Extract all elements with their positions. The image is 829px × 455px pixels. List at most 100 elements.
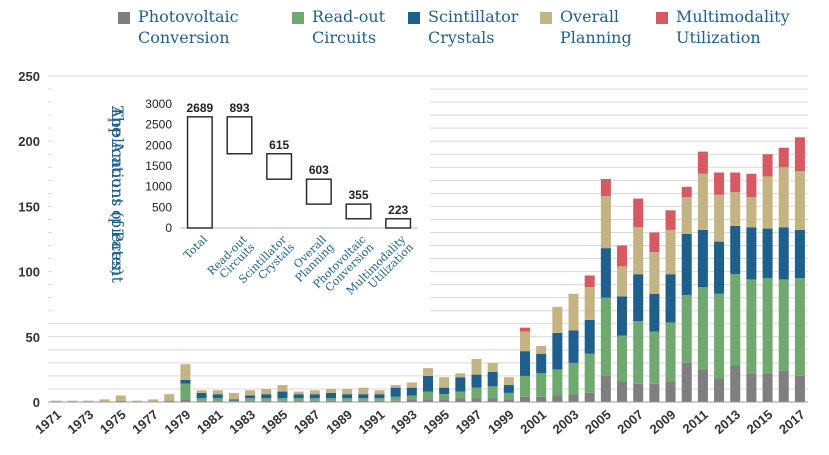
bar-segment [568,394,579,402]
legend-label: Scintillator Crystals [428,7,519,47]
main-gridlines [48,75,808,403]
bar-segment [390,396,401,401]
bar-segment [277,400,288,402]
bar-segment [730,365,741,402]
bar-segment [390,385,401,388]
bar-segment [536,345,547,354]
bar-segment [762,176,773,229]
bar-segment [730,225,741,275]
bar-segment [633,198,644,228]
bar-segment [762,154,773,177]
bar-segment [697,173,708,230]
bar-segment [665,210,676,230]
bar-segment [293,391,304,395]
bar-segment [617,381,628,402]
x-tick-label: 2015 [744,407,776,437]
bar-segment [584,287,595,320]
bar-segment [794,137,805,172]
bar-segment [697,151,708,174]
bar-segment [665,229,676,275]
legend-label: Photovoltaic Conversion [138,7,239,47]
bar-segment [520,375,531,397]
x-tick-label: 1999 [485,407,517,437]
bar-segment [374,398,385,401]
bar-segment [681,362,692,402]
bar-segment [617,335,628,382]
bar-segment [51,400,62,402]
bar-segment [212,394,223,399]
y-tick-label: 0 [33,395,40,410]
bar-segment [503,399,514,402]
inset-bar [345,203,372,220]
bar-segment [196,392,207,399]
bar-segment [293,400,304,402]
legend-item-planning: Overall Planning [540,6,632,48]
bar-segment [778,167,789,228]
bar-segment [180,383,191,400]
bar-segment [325,398,336,401]
bar-segment [714,378,725,402]
legend-item-scintillator: Scintillator Crystals [408,6,518,48]
bar-segment [568,362,579,395]
bar-segment [503,392,514,400]
bar-segment [212,390,223,395]
bar-segment [406,395,417,400]
inset-y-axis-label-line: Applications (pieces) [108,105,127,276]
bar-segment [794,229,805,279]
bar-segment [261,388,272,395]
bar-segment [746,173,757,198]
bar-segment [439,387,450,395]
bar-segment [309,398,320,401]
x-tick-label: 1983 [226,407,258,437]
bar-segment [325,388,336,393]
bar-segment [520,351,531,376]
bar-segment [115,400,126,402]
bar-segment [180,399,191,402]
legend-swatch [408,12,420,24]
bar-segment [471,398,482,402]
bar-segment [681,197,692,234]
bar-segment [196,390,207,393]
bar-segment [714,241,725,294]
bar-segment [520,331,531,352]
bar-segment [180,364,191,380]
bar-segment [115,395,126,401]
bar-segment [406,387,417,396]
bar-segment [439,377,450,388]
bar-segment [277,391,288,399]
bar-segment [730,172,741,193]
bar-segment [212,398,223,401]
bar-segment [309,394,320,399]
bar-segment [778,370,789,402]
x-tick-label: 1975 [97,407,129,437]
inset-bar [305,178,332,205]
x-tick-label: 2017 [776,407,808,437]
bar-segment [277,398,288,401]
bar-segment [746,227,757,280]
bar-segment [568,330,579,363]
bar-segment [342,388,353,395]
bar-segment [714,172,725,195]
bar-segment [131,400,142,402]
bar-segment [455,377,466,392]
inset-chart: The Amount of PatentApplications (pieces… [52,84,430,320]
bar-segment [180,379,191,384]
inset-value-label: 223 [388,203,408,217]
inset-y-axis-label: The Amount of PatentApplications (pieces… [108,105,127,283]
bar-segment [762,373,773,402]
x-tick-label: 1997 [453,407,485,437]
legend-swatch [292,12,304,24]
bar-segment [148,399,159,402]
bar-segment [617,245,628,267]
x-tick-label: 1977 [129,407,161,437]
bar-segment [358,400,369,402]
bar-segment [261,400,272,402]
bar-segment [697,369,708,402]
bar-segment [390,400,401,402]
bar-segment [455,373,466,378]
bar-segment [487,362,498,373]
inset-y-tick-label: 500 [152,200,172,214]
bar-segment [778,279,789,371]
x-tick-label: 1981 [194,407,226,437]
bar-segment [277,385,288,392]
